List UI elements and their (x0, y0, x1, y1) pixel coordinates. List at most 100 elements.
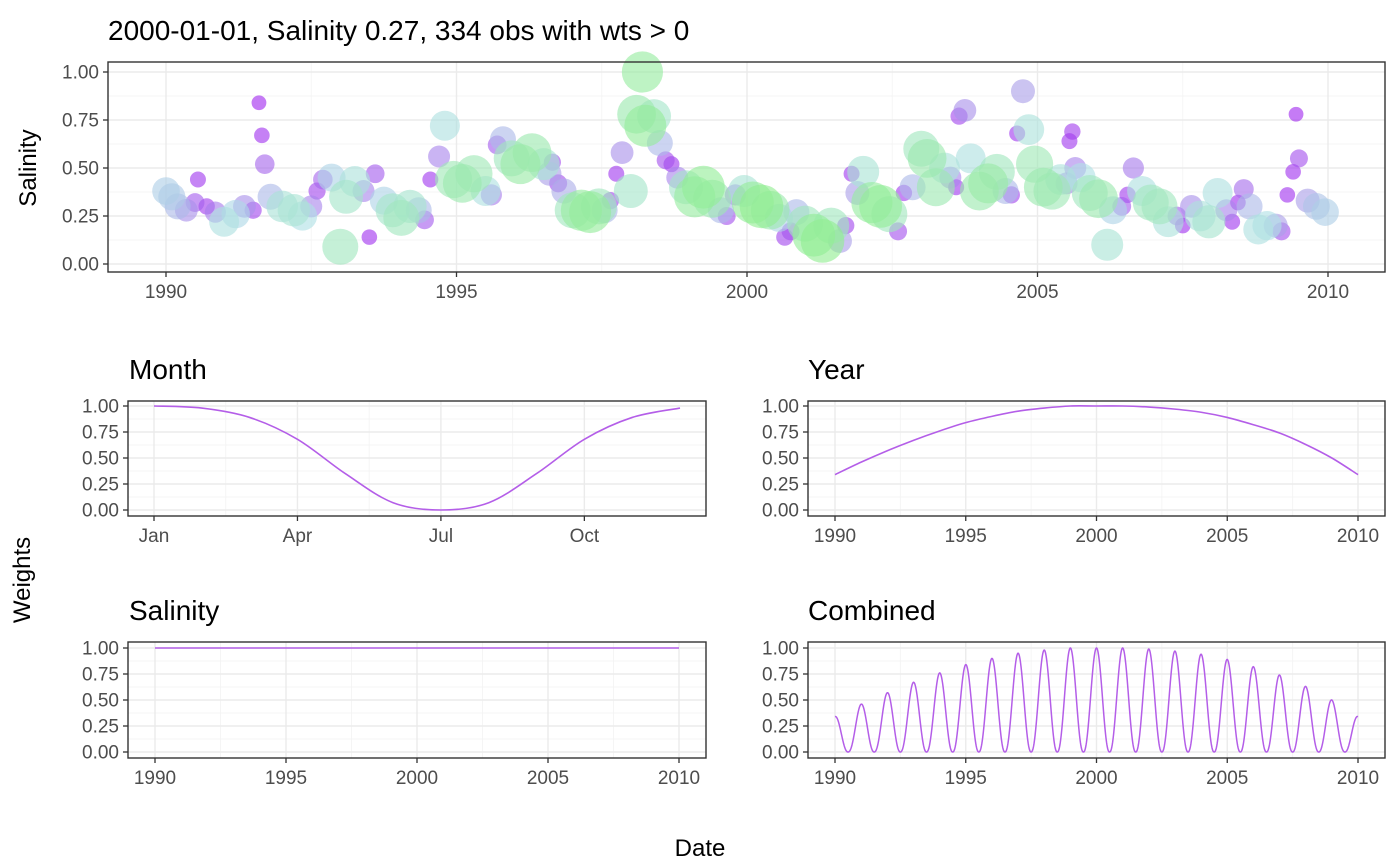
scatter-point (429, 110, 460, 141)
x-tick-label: 2010 (1337, 768, 1379, 789)
scatter-point (500, 144, 541, 185)
x-tick-label: 2005 (1016, 282, 1058, 303)
scatter-point (442, 163, 482, 203)
scatter-point (859, 185, 903, 228)
month-panel-title: Month (129, 354, 207, 385)
month-x-ticks: Jan Apr Jul Oct (139, 516, 600, 547)
scatter-point (361, 229, 378, 245)
salinity-x-ticks: 1990 1995 2000 2005 2010 (134, 758, 700, 789)
scatter-point (1311, 198, 1339, 226)
scatter-point (1289, 149, 1308, 168)
y-tick-label: 1.00 (762, 397, 799, 418)
salinity-weights-panel: 1990 1995 2000 2005 2010 0.00 0.25 0.50 0.75 1.0… (82, 639, 707, 789)
combined-weights-panel: 1990 1995 2000 2005 2010 0.00 0.25 0.50 0.75 1.0… (762, 639, 1386, 789)
x-tick-label: 2005 (1206, 526, 1248, 547)
scatter-grid (108, 62, 1385, 272)
scatter-point (955, 143, 986, 174)
y-tick-label: 0.00 (762, 743, 799, 764)
combined-weight-line (834, 647, 1359, 753)
y-tick-label: 1.00 (82, 397, 119, 418)
x-tick-label: 1990 (134, 768, 176, 789)
scatter-point (428, 145, 451, 168)
weight-line (834, 405, 1359, 476)
salinity-grid (128, 642, 706, 758)
scatter-point (1192, 205, 1226, 239)
scatter-x-ticks: 1990 1995 2000 2005 2010 (145, 272, 1349, 303)
scatter-point (1064, 123, 1081, 140)
x-tick-label: Jan (139, 526, 170, 547)
month-weights-panel: Jan Apr Jul Oct 0.00 0.25 0.50 0.75 1.00 (82, 397, 707, 547)
scatter-point (1010, 79, 1035, 104)
year-line (834, 405, 1359, 476)
y-tick-label: 0.00 (62, 255, 99, 276)
x-tick-label: 1995 (945, 526, 987, 547)
y-tick-label: 1.00 (62, 63, 99, 84)
y-tick-label: 0.50 (82, 691, 119, 712)
x-tick-label: Jul (429, 526, 453, 547)
scatter-point (800, 219, 845, 263)
combined-grid (808, 642, 1385, 758)
scatter-points (152, 51, 1339, 265)
scatter-point (624, 104, 667, 147)
x-tick-label: 2010 (1307, 282, 1349, 303)
scatter-point (189, 171, 206, 188)
scatter-point (739, 184, 784, 229)
scatter-point (1202, 177, 1233, 208)
x-tick-label: Apr (283, 526, 313, 547)
scatter-y-axis-title: Salinity (15, 129, 42, 206)
scatter-point (322, 228, 359, 265)
scatter-point (383, 199, 420, 236)
y-tick-label: 0.50 (82, 449, 119, 470)
scatter-point (847, 155, 880, 188)
y-tick-label: 0.25 (62, 207, 99, 228)
y-tick-label: 0.75 (82, 665, 119, 686)
y-tick-label: 0.75 (82, 423, 119, 444)
x-tick-label: 2000 (1075, 768, 1117, 789)
combined-x-ticks: 1990 1995 2000 2005 2010 (814, 758, 1379, 789)
x-tick-label: 2005 (1206, 768, 1248, 789)
x-tick-label: 2010 (658, 768, 700, 789)
scatter-point (1236, 193, 1263, 220)
x-tick-label: Oct (570, 526, 600, 547)
scatter-point (1122, 157, 1144, 179)
y-tick-label: 0.25 (82, 717, 119, 738)
scatter-point (1079, 179, 1118, 219)
x-tick-label: 1995 (265, 768, 307, 789)
year-grid (808, 401, 1385, 516)
scatter-point (1288, 106, 1304, 122)
year-x-ticks: 1990 1995 2000 2005 2010 (814, 516, 1379, 547)
x-tick-label: 1990 (145, 282, 187, 303)
scatter-point (569, 191, 612, 234)
year-weights-panel: 1990 1995 2000 2005 2010 0.00 0.25 0.50 0.75 1.0… (762, 397, 1386, 547)
y-tick-label: 0.00 (82, 501, 119, 522)
scatter-point (1285, 164, 1301, 180)
scatter-point (621, 51, 664, 93)
shared-x-axis-title: Date (675, 835, 726, 862)
scatter-point (209, 206, 240, 237)
scatter-point (907, 139, 947, 178)
weight-line (153, 405, 681, 511)
scatter-point (610, 141, 634, 165)
month-grid (128, 401, 706, 516)
x-tick-label: 1990 (814, 768, 856, 789)
scatter-point (1023, 167, 1063, 207)
y-tick-label: 0.25 (762, 475, 799, 496)
x-tick-label: 2005 (527, 768, 569, 789)
main-title: 2000-01-01, Salinity 0.27, 334 obs with … (108, 15, 689, 46)
scatter-point (1091, 228, 1124, 261)
scatter-point (953, 99, 977, 122)
x-tick-label: 2010 (1337, 526, 1379, 547)
x-tick-label: 2000 (726, 282, 768, 303)
scatter-point (968, 163, 1009, 204)
scatter-point (254, 127, 270, 144)
y-tick-label: 1.00 (82, 639, 119, 660)
x-tick-label: 1995 (945, 768, 987, 789)
salinity-panel-title: Salinity (129, 595, 219, 626)
x-tick-label: 2000 (1075, 526, 1117, 547)
combined-panel-title: Combined (808, 595, 936, 626)
y-tick-label: 0.25 (82, 475, 119, 496)
scatter-point (613, 174, 648, 209)
x-tick-label: 1995 (435, 282, 477, 303)
salinity-y-ticks: 0.00 0.25 0.50 0.75 1.00 (82, 639, 128, 764)
